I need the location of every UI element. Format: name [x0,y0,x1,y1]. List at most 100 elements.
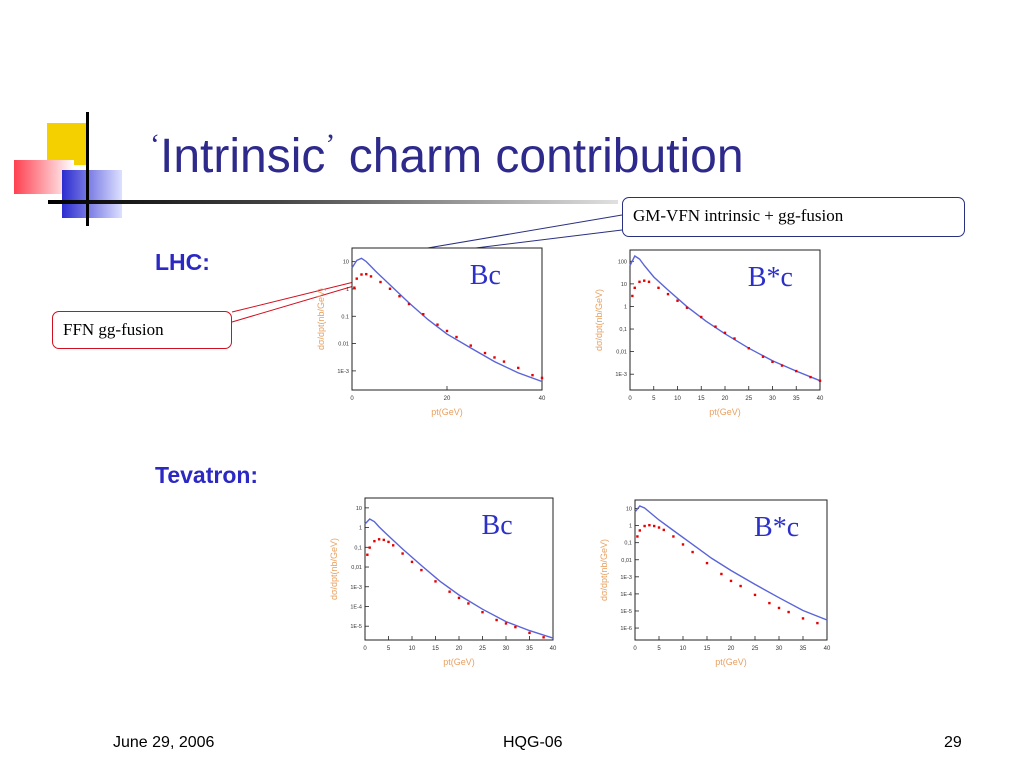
x-tick-label: 30 [776,646,783,652]
ffn-point [455,335,458,339]
y-axis-label: dσ/dpt(nb/GeV) [594,289,604,351]
ffn-point [448,590,451,593]
x-tick-label: 25 [479,646,486,652]
ffn-point [517,366,520,370]
ffn-pointer-line [231,282,365,323]
footer-date: June 29, 2006 [113,734,215,751]
ffn-point [705,561,709,565]
footer-page-number: 29 [944,734,962,751]
y-tick-label: 0,01 [621,558,632,564]
ffn-point [483,351,487,355]
ffn-point [753,593,757,597]
y-tick-label: 1E-4 [350,604,362,610]
x-tick-label: 20 [456,646,463,652]
panel-label: B*c [754,512,799,543]
ffn-point [365,272,368,276]
ffn-point [723,331,727,335]
y-tick-label: 0,1 [354,545,362,551]
ffn-point [809,375,812,379]
y-tick-label: 1E-6 [620,626,632,632]
ffn-point [531,373,534,377]
x-tick-label: 15 [432,646,439,652]
ffn-point [373,539,376,543]
y-tick-label: 10 [356,506,362,512]
x-tick-label: 25 [752,646,759,652]
plot-lhc-bstarc: 0 5 10 15 20 25 30 35 40 100 10 1 0,1 0,01 1E-3 pt(GeV)… [594,249,824,417]
ffn-point [457,596,461,600]
ffn-point [368,546,371,549]
x-tick-label: 20 [728,646,735,652]
ffn-point [382,538,385,542]
ffn-point [398,295,401,298]
ffn-point [801,617,805,620]
ffn-point [818,379,822,382]
x-tick-label: 25 [745,396,752,402]
ffn-point [434,580,437,583]
x-tick-label: 15 [698,396,705,402]
plot-frame [629,249,821,391]
ffn-point [542,636,545,639]
y-tick-label: 1E-3 [615,372,627,378]
y-tick-label: 10 [343,260,349,266]
ffn-point [631,294,634,298]
y-tick-label: 0,01 [351,565,362,571]
x-tick-label: 0 [350,396,354,402]
y-tick-label: 10 [621,282,627,288]
gmvfn-curve [364,518,554,639]
y-tick-label: 1 [624,304,627,310]
x-tick-label: 20 [444,396,451,402]
ffn-point [387,540,390,544]
ffn-point [436,323,439,326]
y-tick-label: 0,1 [624,541,632,547]
x-tick-label: 40 [539,396,546,402]
blue-square-decoration [62,170,122,218]
ffn-point [420,568,423,572]
ffn-point [643,279,646,282]
y-axis-label: dσ/dpt(nb/GeV) [329,538,339,600]
ffn-point [643,524,646,528]
y-tick-label: 1 [629,524,632,530]
ffn-point [353,286,356,289]
y-tick-label: 0.01 [338,342,349,348]
x-tick-label: 30 [503,646,510,652]
ffn-point [467,602,470,605]
x-tick-label: 20 [722,396,729,402]
ffn-point [795,369,798,373]
ffn-point [410,560,414,564]
ffn-point [504,622,508,625]
plot-tevatron-bc: 0 5 10 15 20 25 30 35 40 10 1 0,1 0,01 1E-3 1E-4 1E-5 pt… [329,497,557,667]
x-tick-label: 35 [526,646,533,652]
x-tick-label: 40 [550,646,557,652]
ffn-point [355,277,358,280]
ffn-point [685,306,689,309]
y-tick-label: 1E-4 [620,592,632,598]
y-tick-label: 1E-3 [620,575,632,581]
yellow-square-decoration [47,123,89,165]
ffn-point [392,544,395,547]
ffn-point [780,364,784,367]
ffn-point [747,347,750,350]
ffn-point [729,579,733,583]
x-axis-label: pt(GeV) [715,657,747,667]
callout-gmvfn: GM-VFN intrinsic + gg-fusion [622,197,965,237]
ffn-point [653,524,656,528]
x-tick-label: 35 [800,646,807,652]
title-rest: charm contribution [335,130,744,183]
x-tick-label: 10 [409,646,416,652]
ffn-point [777,606,781,610]
y-axis-label: dσ/dpt(nb/GeV) [599,539,609,601]
plot-lhc-bc: 0 20 40 10 1 0.1 0.01 1E-3 pt(GeV) dσ/dpt(nb/GeV)… [316,247,546,417]
ffn-point [481,610,484,614]
ffn-point [787,610,790,614]
ffn-point [493,356,496,359]
y-tick-label: 10 [626,507,632,513]
ffn-point [681,543,685,546]
x-tick-label: 10 [674,396,681,402]
ffn-point [771,360,774,364]
x-tick-label: 0 [633,646,637,652]
ffn-point [647,280,651,284]
callout-ffn: FFN gg-fusion [52,311,232,349]
y-tick-label: 0,1 [619,327,627,333]
x-tick-label: 0 [628,396,632,402]
ffn-point [768,601,771,605]
